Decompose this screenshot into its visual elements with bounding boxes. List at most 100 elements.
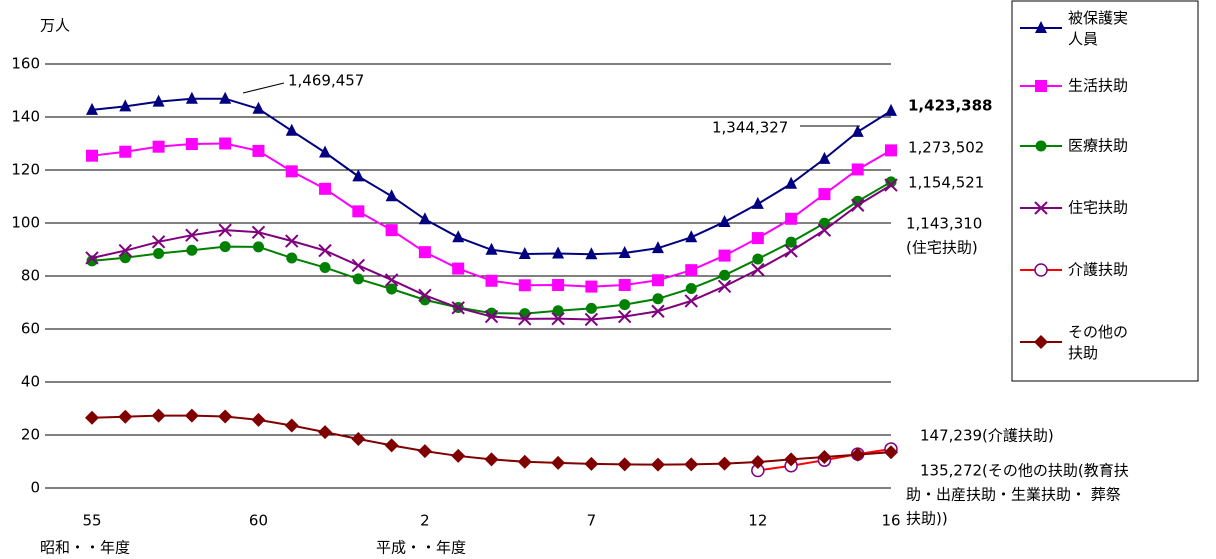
x-tick-label: 7: [587, 512, 597, 530]
marker: [484, 309, 499, 324]
x-tick-label: 2: [420, 512, 430, 530]
marker: [684, 457, 699, 472]
marker: [818, 188, 831, 201]
marker: [418, 246, 431, 259]
marker: [119, 99, 132, 112]
marker: [351, 258, 366, 273]
marker: [751, 262, 765, 277]
marker: [385, 224, 398, 237]
marker: [585, 280, 598, 293]
marker: [785, 236, 797, 248]
marker: [851, 198, 865, 212]
annotation: 扶助)): [906, 510, 948, 528]
legend-label: 介護扶助: [1068, 261, 1128, 279]
marker: [119, 252, 131, 264]
marker: [619, 299, 631, 311]
marker: [718, 214, 731, 227]
marker: [484, 452, 499, 467]
marker: [585, 247, 598, 260]
marker: [285, 234, 299, 248]
marker: [485, 242, 498, 255]
marker: [384, 438, 399, 453]
annotation: 147,239(介護扶助): [920, 427, 1054, 445]
marker: [86, 149, 98, 162]
legend-box: [1011, 0, 1199, 382]
marker: [584, 456, 599, 471]
marker: [85, 410, 99, 425]
marker: [751, 232, 764, 245]
marker: [251, 412, 266, 427]
marker: [685, 282, 697, 294]
marker: [552, 246, 565, 259]
annotation: 1,154,521: [908, 174, 984, 192]
marker: [684, 294, 698, 308]
marker: [185, 138, 198, 151]
legend-label: その他の扶助: [1068, 323, 1128, 362]
marker: [452, 230, 465, 243]
leader-line: [242, 82, 285, 94]
marker: [251, 225, 266, 239]
marker: [352, 169, 365, 182]
marker: [218, 409, 233, 424]
marker: [151, 408, 166, 423]
marker: [551, 311, 565, 326]
marker: [85, 251, 99, 265]
marker: [651, 241, 664, 254]
marker: [717, 279, 732, 294]
marker: [618, 279, 631, 292]
marker: [118, 243, 132, 258]
y-unit: 万人: [40, 17, 70, 35]
marker: [517, 454, 532, 469]
annotation: 1,143,310: [906, 215, 982, 233]
marker: [285, 165, 298, 178]
marker: [850, 447, 865, 462]
y-tick-label: 0: [30, 479, 40, 497]
marker: [651, 304, 665, 318]
marker: [652, 293, 664, 305]
annotation: 135,272(その他の扶助(教育扶: [920, 462, 1129, 480]
marker: [451, 448, 466, 463]
marker: [118, 409, 133, 424]
marker: [418, 288, 432, 303]
legend-label: 住宅扶助: [1068, 199, 1128, 217]
x-axis-label: 昭和・・年度: [40, 539, 130, 557]
marker: [884, 445, 898, 460]
marker: [185, 228, 199, 242]
annotation: 1,423,388: [908, 97, 992, 115]
marker: [252, 241, 264, 253]
marker: [352, 273, 364, 285]
marker: [86, 102, 98, 115]
marker: [618, 245, 631, 258]
annotation: 助・出産扶助・生業扶助・ 葬祭: [906, 486, 1121, 504]
marker: [384, 273, 399, 287]
marker: [817, 449, 832, 464]
marker: [352, 205, 365, 218]
marker: [885, 176, 897, 188]
marker: [252, 144, 265, 157]
marker: [817, 223, 832, 237]
marker: [685, 264, 698, 277]
marker: [417, 444, 432, 459]
marker: [485, 274, 498, 287]
marker: [585, 302, 597, 314]
series-line: [91, 142, 892, 288]
marker: [719, 269, 731, 281]
marker: [851, 124, 864, 137]
marker: [252, 101, 265, 114]
marker: [452, 262, 465, 275]
marker: [286, 252, 298, 264]
marker: [152, 140, 165, 153]
marker: [1034, 263, 1048, 277]
marker: [885, 103, 897, 116]
marker: [518, 312, 532, 326]
marker: [318, 243, 332, 258]
marker: [152, 94, 165, 107]
marker: [1035, 21, 1047, 33]
x-tick-label: 55: [82, 512, 101, 530]
marker: [884, 178, 898, 192]
marker: [752, 253, 764, 265]
y-tick-label: 80: [21, 267, 40, 285]
marker: [818, 151, 831, 164]
marker: [552, 305, 564, 317]
